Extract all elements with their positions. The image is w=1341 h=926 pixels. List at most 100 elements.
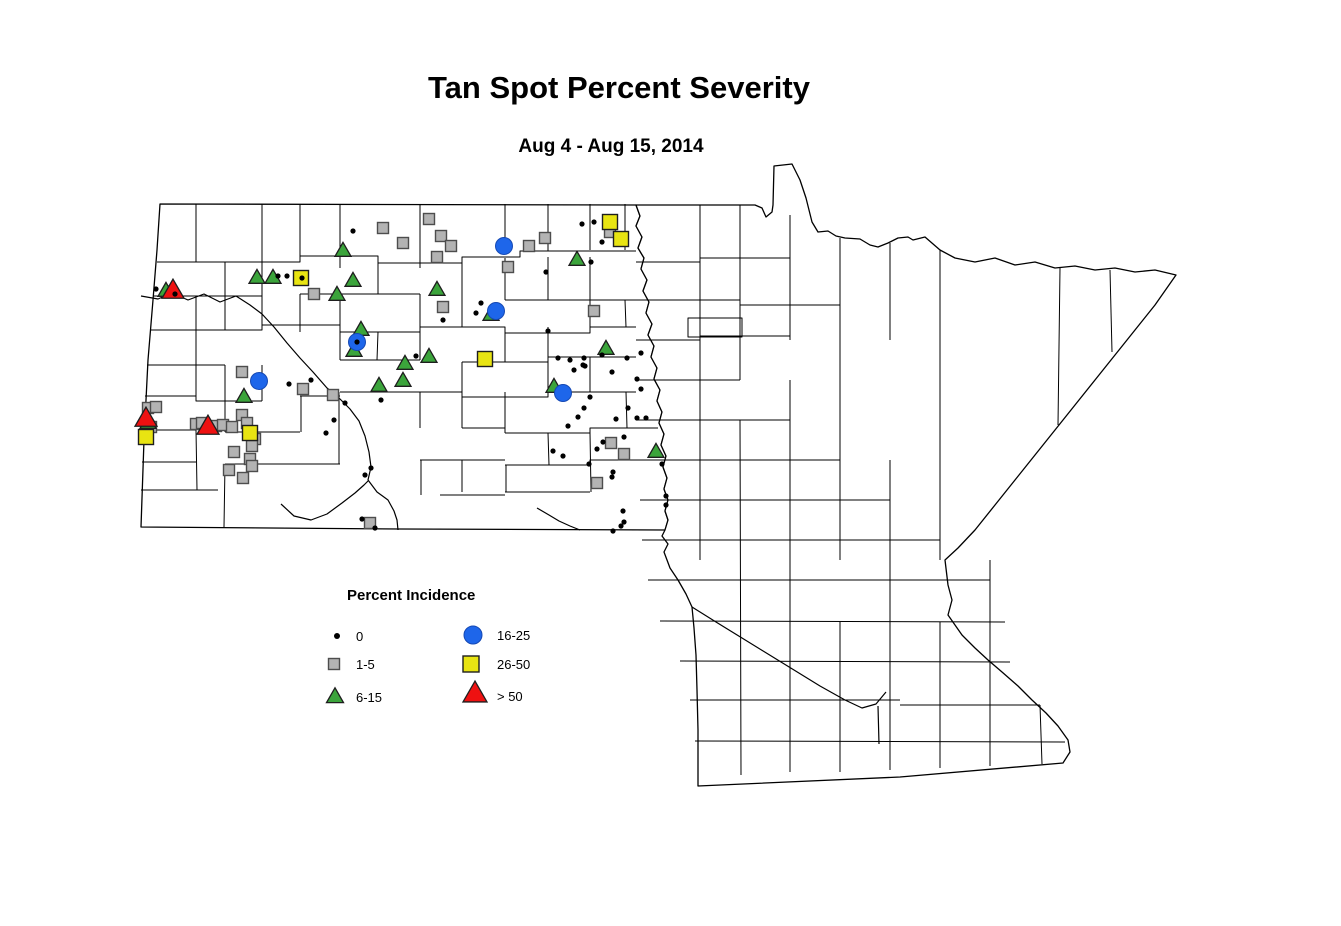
marker-15: [538, 231, 552, 245]
legend-symbol-square-1: [327, 657, 341, 671]
marker-15: [363, 516, 377, 530]
marker-15: [396, 236, 410, 250]
marker-0: [624, 355, 630, 361]
marker-0: [362, 472, 368, 478]
marker-0: [663, 502, 669, 508]
marker-50: [160, 277, 186, 299]
marker-0: [634, 376, 640, 382]
marker-0: [473, 310, 479, 316]
marker-50: [133, 405, 159, 427]
marker-2650: [241, 424, 259, 442]
marker-0: [560, 453, 566, 459]
marker-0: [609, 369, 615, 375]
marker-0: [413, 353, 419, 359]
minnesota-outline: [635, 163, 1177, 787]
legend-label-1-5: 1-5: [356, 657, 375, 672]
marker-0: [378, 397, 384, 403]
marker-615: [567, 250, 587, 266]
marker-615: [427, 280, 447, 296]
legend-symbol-square-4: [462, 655, 480, 673]
legend-title: Percent Incidence: [347, 587, 475, 604]
marker-615: [646, 442, 666, 458]
marker-15: [245, 459, 259, 473]
marker-615: [395, 354, 415, 370]
marker-0: [331, 417, 337, 423]
marker-2650: [137, 428, 155, 446]
legend-label-0: 0: [356, 629, 363, 644]
marker-0: [594, 446, 600, 452]
marker-15: [222, 463, 236, 477]
marker-0: [350, 228, 356, 234]
marker-615: [393, 371, 413, 387]
marker-615: [247, 268, 267, 284]
legend-label-6-15: 6-15: [356, 690, 382, 705]
marker-0: [299, 275, 305, 281]
marker-0: [659, 461, 665, 467]
marker-0: [599, 352, 605, 358]
marker-0: [643, 415, 649, 421]
marker-0: [478, 300, 484, 306]
marker-0: [581, 405, 587, 411]
marker-15: [522, 239, 536, 253]
marker-0: [359, 516, 365, 522]
marker-15: [307, 287, 321, 301]
marker-0: [153, 286, 159, 292]
marker-15: [296, 382, 310, 396]
legend: Percent Incidence 0 1-5 6-15 16-25 26-50…: [325, 587, 530, 705]
marker-1625: [554, 384, 572, 402]
marker-0: [550, 448, 556, 454]
marker-1625: [250, 372, 268, 390]
marker-0: [609, 474, 615, 480]
marker-2650: [601, 213, 619, 231]
marker-15: [235, 365, 249, 379]
marker-0: [543, 269, 549, 275]
marker-0: [440, 317, 446, 323]
marker-0: [610, 528, 616, 534]
marker-0: [625, 405, 631, 411]
marker-0: [591, 219, 597, 225]
state-minnesota: [635, 163, 1177, 787]
marker-15: [436, 300, 450, 314]
marker-615: [327, 285, 347, 301]
marker-615: [343, 271, 363, 287]
marker-0: [581, 355, 587, 361]
minnesota-county-lines: [636, 205, 1113, 776]
cannonball-river: [280, 480, 369, 521]
marker-0: [586, 461, 592, 467]
marker-615: [419, 347, 439, 363]
marker-15: [590, 476, 604, 490]
marker-0: [618, 523, 624, 529]
page-subtitle: Aug 4 - Aug 15, 2014: [518, 136, 704, 157]
legend-label-16-25: 16-25: [497, 628, 530, 643]
marker-615: [333, 241, 353, 257]
marker-0: [567, 357, 573, 363]
marker-0: [308, 377, 314, 383]
marker-15: [376, 221, 390, 235]
marker-0: [545, 328, 551, 334]
marker-15: [326, 388, 340, 402]
south-border-river: [536, 507, 581, 531]
missouri-river: [140, 292, 399, 531]
marker-0: [555, 355, 561, 361]
marker-0: [575, 414, 581, 420]
marker-0: [587, 394, 593, 400]
marker-15: [422, 212, 436, 226]
marker-0: [613, 416, 619, 422]
marker-0: [172, 291, 178, 297]
marker-0: [588, 259, 594, 265]
marker-0: [565, 423, 571, 429]
marker-50: [195, 413, 221, 435]
legend-symbols: [325, 625, 489, 704]
marker-0: [368, 465, 374, 471]
marker-0: [663, 493, 669, 499]
legend-symbol-dot-0: [334, 633, 340, 639]
marker-1625: [487, 302, 505, 320]
marker-615: [234, 387, 254, 403]
marker-0: [621, 519, 627, 525]
marker-15: [245, 439, 259, 453]
marker-15: [227, 445, 241, 459]
marker-0: [621, 434, 627, 440]
marker-0: [580, 362, 586, 368]
marker-615: [596, 339, 616, 355]
